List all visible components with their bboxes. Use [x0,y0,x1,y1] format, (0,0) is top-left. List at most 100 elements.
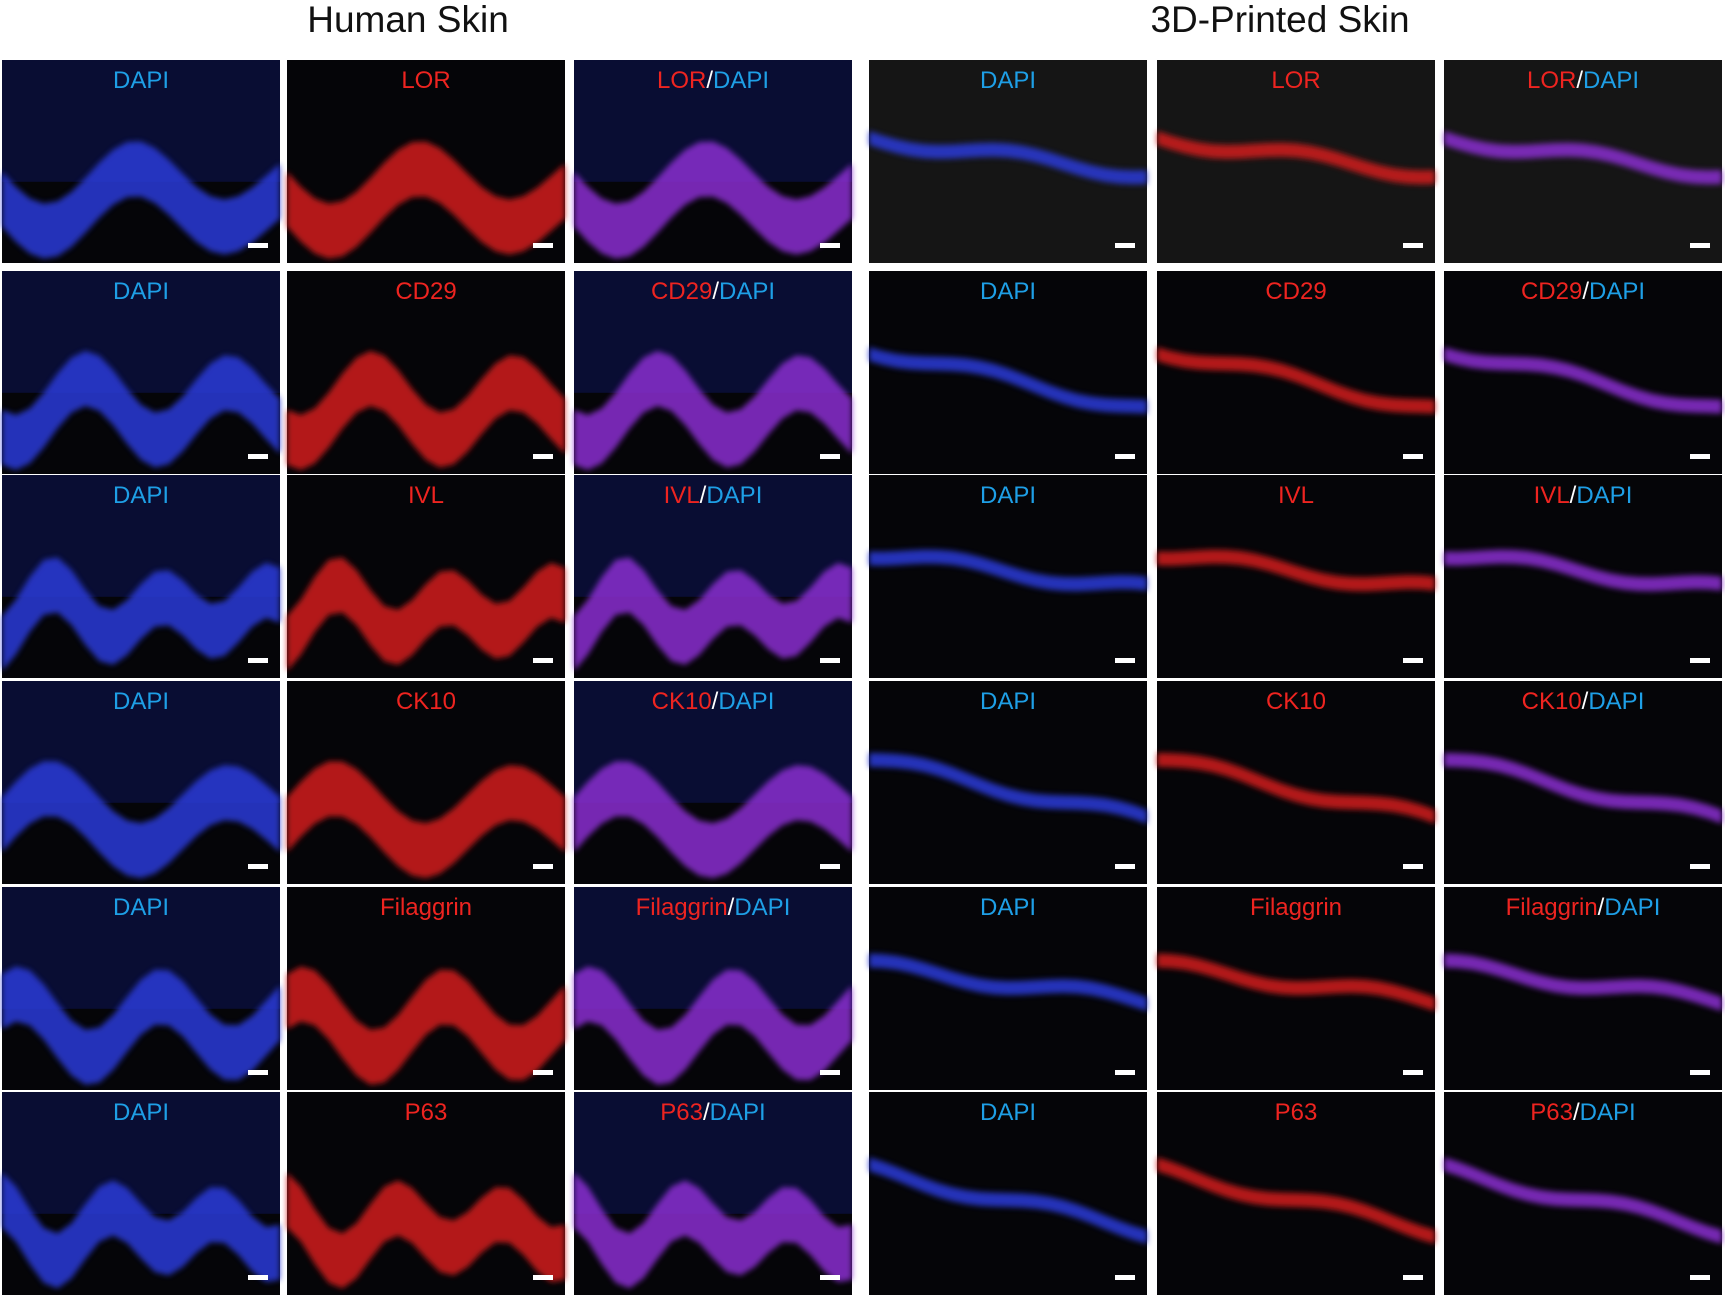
channel-label: LOR [401,67,450,94]
scale-bar [1115,454,1135,459]
scale-bar [1403,658,1423,663]
micrograph-panel: P63 [287,1092,565,1295]
panel-background [869,681,1147,884]
micrograph-panel: LOR/DAPI [574,60,852,263]
merge-separator: / [1582,278,1589,305]
micrograph-panel: CK10/DAPI [1444,681,1722,884]
merge-separator: / [712,688,719,715]
panel-background [1157,60,1435,263]
panel-background [1444,681,1722,884]
micrograph-panel: IVL/DAPI [1444,475,1722,678]
tissue-band [2,966,280,1085]
channel-label: IVL [1278,482,1314,509]
scale-bar [1115,1070,1135,1075]
merge-dapi: DAPI [1589,278,1645,305]
tissue-band [869,953,1147,1012]
micrograph-panel: P63/DAPI [574,1092,852,1295]
scale-bar [820,864,840,869]
micrograph-panel: IVL [1157,475,1435,678]
scale-bar [248,243,268,248]
scale-bar [1690,1275,1710,1280]
channel-label: DAPI [980,894,1036,921]
tissue-band [287,141,565,259]
scale-bar [1115,658,1135,663]
tissue-band [1157,347,1435,414]
merge-marker: LOR [1527,67,1576,94]
channel-label: DAPI [113,1099,169,1126]
micrograph-panel: P63/DAPI [1444,1092,1722,1295]
panel-background [869,60,1147,263]
tissue-band [869,131,1147,185]
channel-label: DAPI [980,482,1036,509]
merge-separator: / [1576,67,1583,94]
micrograph-panel: DAPI [2,271,280,474]
merge-dapi: DAPI [734,894,790,921]
merge-marker: LOR [657,67,706,94]
micrograph-panel: CK10 [1157,681,1435,884]
channel-label: DAPI [980,67,1036,94]
scale-bar [533,454,553,459]
merge-dapi: DAPI [719,278,775,305]
micrograph-panel: CD29 [287,271,565,474]
scale-bar [1115,864,1135,869]
micrograph-panel: LOR [287,60,565,263]
channel-label: DAPI [113,894,169,921]
tissue-band [1444,131,1722,185]
channel-label: DAPI [113,67,169,94]
tissue-band [2,1172,280,1289]
merge-dapi: DAPI [710,1099,766,1126]
scale-bar [1115,1275,1135,1280]
scale-bar [1690,454,1710,459]
merge-dapi: DAPI [1580,1099,1636,1126]
micrograph-panel: LOR [1157,60,1435,263]
merge-separator: / [703,1099,710,1126]
tissue-band [2,557,280,672]
micrograph-panel: CD29/DAPI [1444,271,1722,474]
tissue-band [287,351,565,470]
merge-marker: P63 [660,1099,703,1126]
merge-marker: CK10 [652,688,712,715]
tissue-band [1157,752,1435,824]
micrograph-panel: CD29/DAPI [574,271,852,474]
merge-separator: / [700,482,707,509]
scale-bar [248,1070,268,1075]
merge-dapi: DAPI [1576,482,1632,509]
channel-label: CD29 [395,278,456,305]
tissue-band [1444,549,1722,592]
scale-bar [533,864,553,869]
tissue-haze [574,1092,852,1214]
merge-separator: / [1582,688,1589,715]
merge-label: IVL/DAPI [1534,482,1633,509]
scale-bar [820,1275,840,1280]
merge-marker: CD29 [651,278,712,305]
scale-bar [820,454,840,459]
channel-label: DAPI [113,688,169,715]
merge-separator: / [728,894,735,921]
channel-label: Filaggrin [1250,894,1342,921]
tissue-band [2,761,280,879]
merge-dapi: DAPI [1604,894,1660,921]
channel-label: DAPI [113,278,169,305]
tissue-band [1444,752,1722,824]
merge-marker: CD29 [1521,278,1582,305]
scale-bar [820,1070,840,1075]
merge-separator: / [712,278,719,305]
merge-separator: / [1573,1099,1580,1126]
channel-label: P63 [1275,1099,1318,1126]
scale-bar [820,658,840,663]
micrograph-panel: CK10 [287,681,565,884]
tissue-band [287,966,565,1085]
merge-label: Filaggrin/DAPI [1506,894,1661,921]
micrograph-panel: IVL/DAPI [574,475,852,678]
micrograph-panel: DAPI [2,60,280,263]
scale-bar [248,1275,268,1280]
tissue-band [1157,549,1435,592]
tissue-band [2,141,280,259]
scale-bar [533,1070,553,1075]
scale-bar [1690,243,1710,248]
micrograph-panel: DAPI [869,60,1147,263]
micrograph-panel: CD29 [1157,271,1435,474]
scale-bar [248,454,268,459]
tissue-band [287,1172,565,1289]
panel-background [1157,681,1435,884]
